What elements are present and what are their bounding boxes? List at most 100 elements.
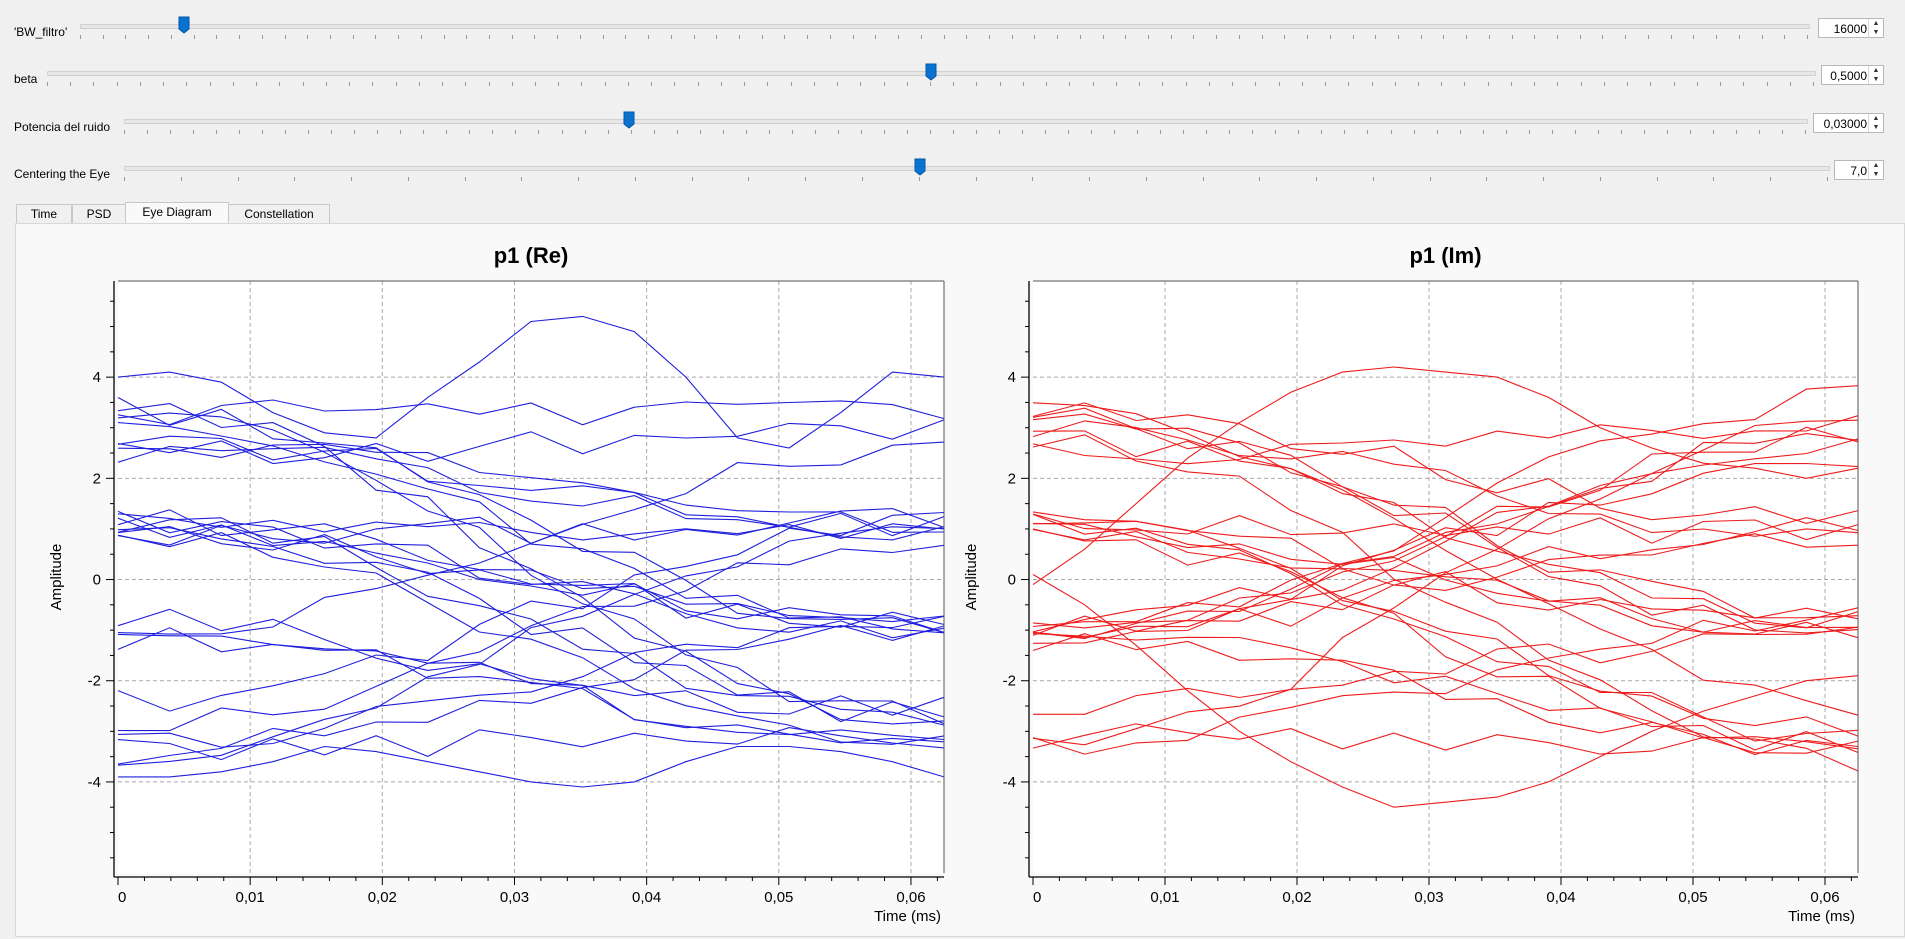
spinbox-buttons: ▲ ▼ [1868,114,1883,132]
eye-trace [1032,520,1859,639]
plot-im: p1 (Im) 4 2 0 -2 -4 Amplitude 0 0,01 0,02 0,03 0,04… [963,243,1859,925]
spin-down-icon[interactable]: ▼ [1872,29,1880,36]
slider-tick [829,35,831,39]
x-tick-label: 0,01 [1150,889,1179,906]
slider-tick [943,35,945,39]
slider-tick [1827,177,1828,181]
slider-tick [558,82,560,86]
slider-tick [377,130,379,134]
tab-constellation[interactable]: Constellation [228,204,330,224]
slider-tick [1348,82,1350,86]
eye-trace [117,624,945,765]
x-tick-label: 0,01 [236,889,265,906]
slider-tick [790,82,792,86]
slider-tick [1114,130,1116,134]
slider-track[interactable] [80,24,1810,29]
slider-tick [1329,35,1331,39]
eye-trace [1032,513,1859,544]
slider-tick [929,130,931,134]
slider-tick [488,82,490,86]
slider-track[interactable] [124,119,1808,124]
eye-trace [1032,462,1859,633]
tab-eye-diagram[interactable]: Eye Diagram [125,202,229,225]
slider-tick [538,130,540,134]
slider-tick [262,130,264,134]
spin-up-icon[interactable]: ▲ [1872,20,1880,27]
tab-time[interactable]: Time [16,204,72,224]
slider-tick [1487,82,1489,86]
x-tick-label: 0,02 [368,889,397,906]
spin-down-icon[interactable]: ▼ [1872,76,1880,83]
slider-tick [420,35,422,39]
spinbox-value[interactable]: 0,03000 [1823,117,1867,131]
slider-tick [584,130,586,134]
eye-trace [1032,528,1859,619]
slider-tick [284,35,286,39]
spinbox-value[interactable]: 16000 [1833,22,1867,36]
slider-tick [1770,177,1772,181]
slider-tick [1057,35,1059,39]
slider-handle[interactable] [925,63,937,81]
spin-up-icon[interactable]: ▲ [1872,67,1880,74]
slider-tick [1766,82,1768,86]
slider-tick [1367,130,1369,134]
slider-spinbox[interactable]: 0,5000 ▲ ▼ [1821,65,1884,85]
slider-tick [534,35,536,39]
slider-tick [1580,82,1582,86]
slider-tick [837,82,839,86]
slider-tick [602,35,604,39]
slider-ticks [80,35,1808,40]
spinbox-value[interactable]: 7,0 [1850,164,1867,178]
slider-tick [651,82,653,86]
slider-tick [1574,130,1576,134]
slider-tick [1301,82,1303,86]
slider-tick [124,177,125,181]
slider-tick [285,130,287,134]
slider-spinbox[interactable]: 16000 ▲ ▼ [1818,18,1884,38]
slider-row-centering-eye: Centering the Eye 7,0 ▲ ▼ [0,158,1905,189]
slider-tick [1720,82,1722,86]
spin-down-icon[interactable]: ▼ [1872,124,1880,131]
slider-row-potencia-ruido: Potencia del ruido 0,03000 ▲ ▼ [0,111,1905,142]
slider-tick [147,130,149,134]
slider-tick [465,82,467,86]
slider-tick [1232,82,1234,86]
slider-tick [511,82,513,86]
eye-trace [1032,723,1859,755]
spin-up-icon[interactable]: ▲ [1872,162,1880,169]
slider-track[interactable] [124,166,1830,171]
slider-spinbox[interactable]: 0,03000 ▲ ▼ [1813,113,1884,133]
eye-trace [117,509,945,623]
slider-tick [209,82,211,86]
slider-tick [466,35,468,39]
slider-tick [1464,82,1466,86]
x-tick-label: 0,03 [1414,889,1443,906]
eye-trace [1032,407,1859,620]
slider-tick [1738,35,1740,39]
spin-down-icon[interactable]: ▼ [1872,171,1880,178]
slider-tick [1316,177,1318,181]
slider-tick [232,82,234,86]
tab-psd[interactable]: PSD [72,204,126,224]
slider-label: Potencia del ruido [14,120,111,134]
slider-tick [1693,35,1695,39]
slider-tick [1579,35,1581,39]
y-axis-label: Amplitude [963,544,980,611]
slider-tick [1092,82,1094,86]
slider-handle[interactable] [623,111,635,129]
eye-trace [1032,438,1859,644]
slider-tick [372,82,374,86]
y-tick-label: 2 [93,470,101,487]
slider-handle[interactable] [178,16,190,34]
slider-tick [325,82,327,86]
slider-handle[interactable] [914,158,926,176]
slider-tick [966,35,968,39]
slider-tick [1459,130,1461,134]
slider-tick [307,35,309,39]
y-tick-label: -4 [1003,774,1016,791]
slider-spinbox[interactable]: 7,0 ▲ ▼ [1834,160,1884,180]
slider-tick [1352,35,1354,39]
spinbox-value[interactable]: 0,5000 [1830,69,1867,83]
slider-tick [1429,177,1431,181]
spin-up-icon[interactable]: ▲ [1872,115,1880,122]
